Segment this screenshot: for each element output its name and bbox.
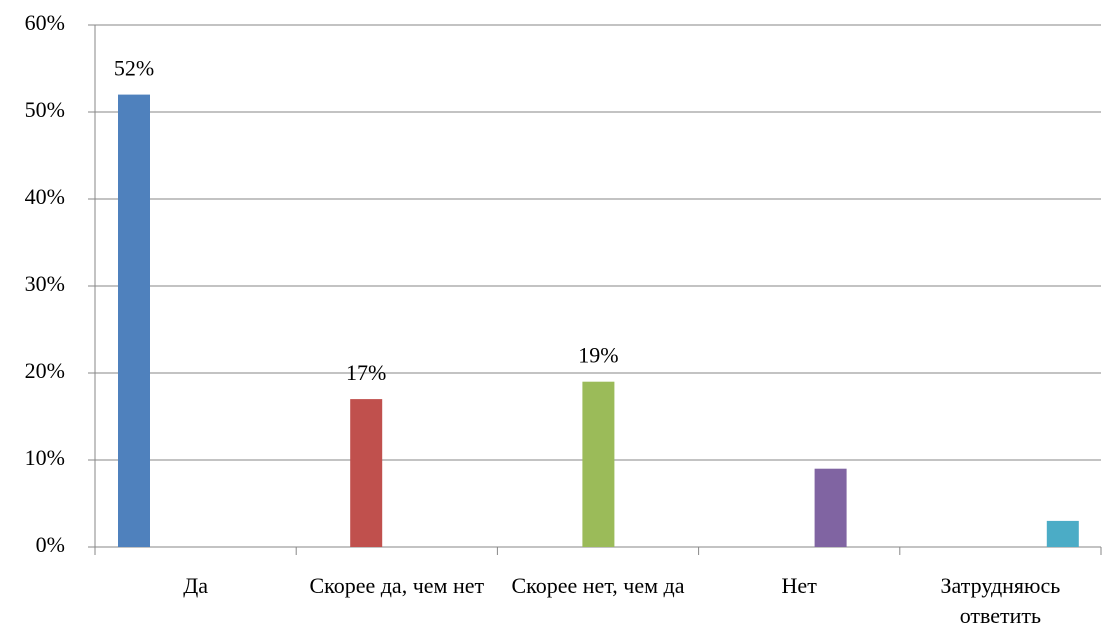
data-label: 17% (346, 360, 386, 385)
y-tick-label: 50% (25, 97, 65, 122)
x-tick-label: Да (183, 573, 208, 598)
bar (350, 399, 383, 547)
data-label: 52% (114, 56, 154, 81)
y-tick-label: 30% (25, 271, 65, 296)
x-tick-label: Скорее да, чем нет (309, 573, 485, 598)
x-tick-label: Нет (781, 573, 817, 598)
y-tick-label: 60% (25, 10, 65, 35)
x-tick-label: Затрудняюсь ответить (940, 573, 1061, 628)
data-label: 19% (578, 343, 618, 368)
bar (814, 468, 847, 547)
y-tick-label: 40% (25, 184, 65, 209)
y-tick-label: 20% (25, 358, 65, 383)
x-tick-label: Скорее нет, чем да (511, 573, 685, 598)
bar (1046, 520, 1079, 547)
bar (118, 94, 150, 547)
y-tick-label: 10% (25, 445, 65, 470)
y-tick-label: 0% (36, 532, 65, 557)
bar (582, 381, 615, 547)
